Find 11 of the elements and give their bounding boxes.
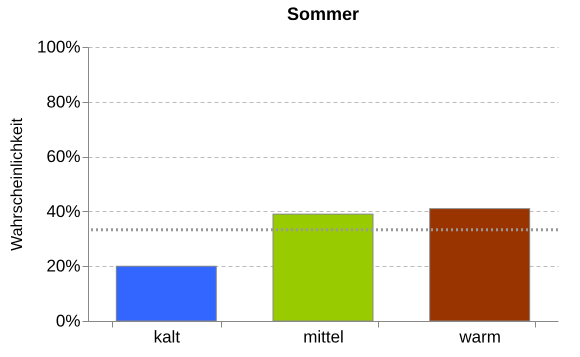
x-tick-label: warm (458, 328, 501, 346)
y-tick-label: 80% (46, 92, 80, 112)
y-tick-label: 20% (46, 256, 80, 276)
x-tick-label: mittel (303, 328, 344, 346)
y-axis-title: Wahrscheinlichkeit (9, 118, 26, 251)
chart-title: Sommer (286, 4, 360, 24)
y-tick-label: 100% (37, 38, 80, 56)
y-tick-label: 0% (56, 312, 80, 330)
x-tick-label: kalt (154, 328, 180, 346)
y-tick-label: 40% (46, 202, 80, 221)
y-tick-label: 60% (46, 147, 80, 166)
